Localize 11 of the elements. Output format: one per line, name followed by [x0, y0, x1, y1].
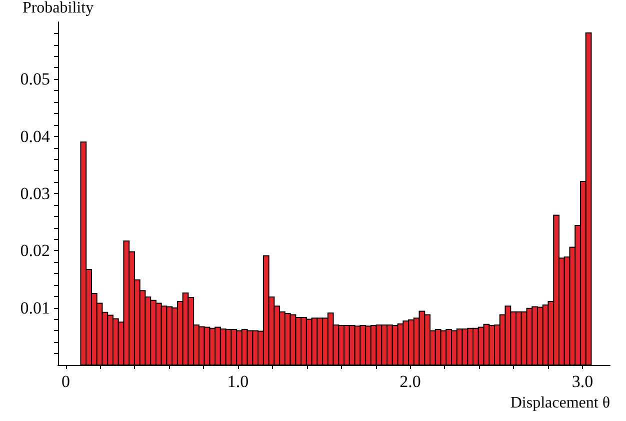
x-tick-label: 3.0: [572, 372, 594, 391]
y-axis-title: Probability: [22, 0, 94, 16]
y-tick-label: 0.03: [20, 184, 50, 203]
y-tick-label: 0.04: [20, 126, 50, 146]
x-tick-label: 2.0: [400, 372, 421, 391]
y-tick-label: 0.01: [20, 298, 50, 318]
x-tick-label: 0: [62, 372, 70, 391]
y-tick-label: 0.05: [20, 70, 50, 89]
x-axis-title: Displacement θ: [510, 394, 610, 412]
y-tick-label: 0.02: [20, 241, 50, 260]
x-tick-label: 1.0: [227, 372, 249, 391]
